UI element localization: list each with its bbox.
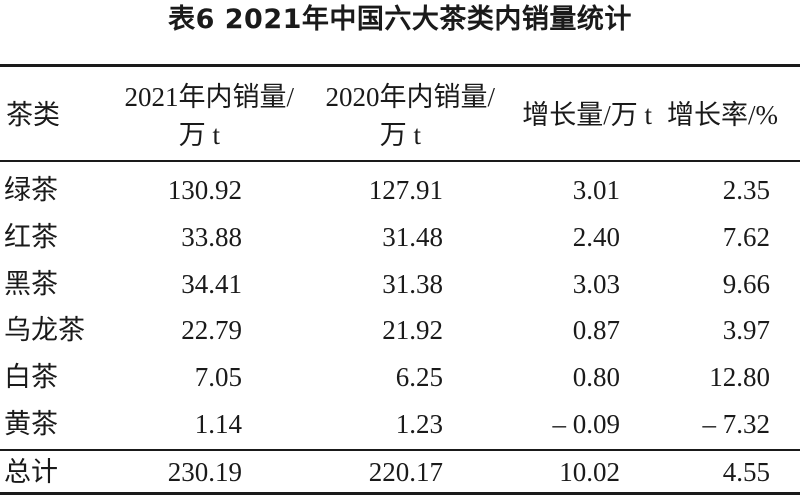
row-growth-amount: 2.40 bbox=[572, 222, 620, 252]
header-2021-line1: 2021年内销量/ bbox=[124, 82, 294, 112]
row-growth-amount: – 0.09 bbox=[552, 409, 621, 439]
row-2021-value: 7.05 bbox=[194, 362, 242, 392]
row-name: 黑茶 bbox=[4, 269, 58, 299]
row-growth-amount: 0.87 bbox=[572, 315, 620, 345]
row-growth-rate: 3.97 bbox=[722, 315, 770, 345]
row-2020-value: 21.92 bbox=[382, 315, 443, 345]
top-rule bbox=[0, 64, 800, 67]
row-name: 白茶 bbox=[4, 362, 58, 392]
row-growth-amount: 3.03 bbox=[572, 269, 620, 299]
header-growth-amount: 增长量/万 t bbox=[522, 100, 652, 130]
table-caption: 表6 2021年中国六大茶类内销量统计 bbox=[168, 4, 632, 35]
row-2021-value: 33.88 bbox=[181, 222, 242, 252]
row-growth-rate: 2.35 bbox=[722, 175, 770, 205]
row-2021-value: 130.92 bbox=[167, 175, 242, 205]
total-name: 总计 bbox=[4, 457, 58, 487]
row-growth-rate: 7.62 bbox=[722, 222, 770, 252]
row-2020-value: 31.38 bbox=[382, 269, 443, 299]
row-name: 红茶 bbox=[4, 222, 58, 252]
row-growth-amount: 3.01 bbox=[572, 175, 620, 205]
row-2020-value: 1.23 bbox=[395, 409, 443, 439]
row-2021-value: 1.14 bbox=[194, 409, 242, 439]
total-2021-value: 230.19 bbox=[167, 457, 242, 487]
row-2020-value: 6.25 bbox=[395, 362, 443, 392]
header-2021-line2: 万 t bbox=[178, 120, 220, 150]
row-growth-rate: 9.66 bbox=[722, 269, 770, 299]
row-name: 绿茶 bbox=[4, 175, 58, 205]
row-2020-value: 127.91 bbox=[368, 175, 443, 205]
total-growth-rate: 4.55 bbox=[722, 457, 770, 487]
row-name: 乌龙茶 bbox=[4, 315, 85, 345]
row-name: 黄茶 bbox=[4, 409, 58, 439]
header-2020-line1: 2020年内销量/ bbox=[325, 82, 495, 112]
header-tea-type: 茶类 bbox=[6, 100, 60, 130]
total-2020-value: 220.17 bbox=[368, 457, 443, 487]
row-2021-value: 22.79 bbox=[181, 315, 242, 345]
row-2021-value: 34.41 bbox=[181, 269, 242, 299]
row-growth-amount: 0.80 bbox=[572, 362, 620, 392]
row-growth-rate: 12.80 bbox=[709, 362, 770, 392]
total-rule bbox=[0, 449, 800, 451]
header-rule bbox=[0, 160, 800, 162]
total-growth-amount: 10.02 bbox=[559, 457, 620, 487]
row-growth-rate: – 7.32 bbox=[702, 409, 771, 439]
header-2020-line2: 万 t bbox=[379, 120, 421, 150]
bottom-rule bbox=[0, 492, 800, 495]
header-growth-rate: 增长率/% bbox=[667, 100, 778, 130]
row-2020-value: 31.48 bbox=[382, 222, 443, 252]
